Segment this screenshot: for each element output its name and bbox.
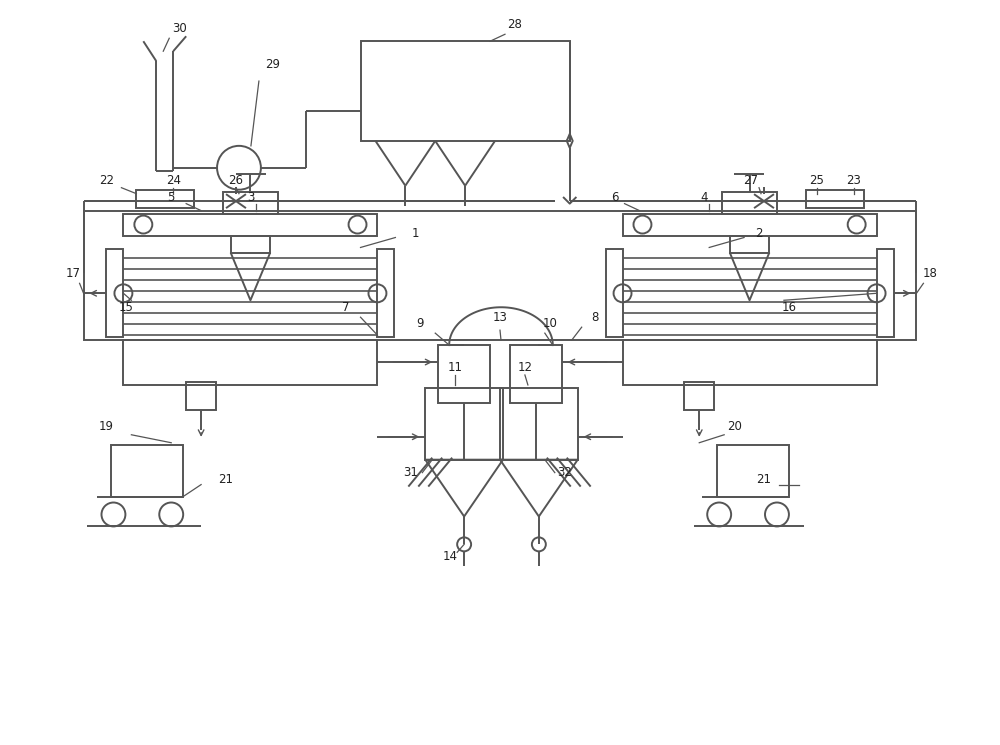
Text: 7: 7 [342,301,349,314]
Bar [231,235,270,253]
Text: 23: 23 [846,174,861,187]
Bar [623,340,877,385]
Bar [361,41,570,141]
Text: 13: 13 [493,311,507,324]
Text: 32: 32 [557,466,572,479]
Text: 9: 9 [417,317,424,330]
Bar [377,250,394,337]
Text: 27: 27 [744,174,759,187]
Text: 16: 16 [781,301,796,314]
Bar [84,211,916,340]
Text: 4: 4 [700,191,708,204]
Text: 12: 12 [517,361,532,373]
Bar [623,214,877,235]
Bar [606,250,623,337]
Text: 26: 26 [228,174,243,187]
Text: 17: 17 [66,267,81,280]
Text: 21: 21 [219,473,234,486]
Text: 20: 20 [727,420,742,434]
Bar [223,191,278,214]
Bar [438,345,490,403]
Bar [722,191,777,214]
Bar [425,388,503,460]
Text: 3: 3 [247,191,255,204]
Text: 25: 25 [809,174,824,187]
Text: 10: 10 [542,317,557,330]
Text: 28: 28 [508,18,522,31]
Text: 5: 5 [168,191,175,204]
Bar [123,214,377,235]
Bar [111,445,183,496]
Text: 31: 31 [403,466,418,479]
Text: 24: 24 [166,174,181,187]
Bar [136,190,194,208]
Bar [877,250,894,337]
Bar [806,190,864,208]
Text: 15: 15 [119,301,134,314]
Bar [717,445,789,496]
Bar [730,235,769,253]
Text: 30: 30 [172,22,187,35]
Text: 1: 1 [412,227,419,240]
Bar [500,388,578,460]
Bar [186,382,216,410]
Text: 18: 18 [923,267,938,280]
Text: 11: 11 [448,361,463,373]
Text: 8: 8 [591,311,598,324]
Bar [123,340,377,385]
Text: 22: 22 [99,174,114,187]
Text: 6: 6 [611,191,618,204]
Bar [106,250,123,337]
Text: 14: 14 [443,550,458,562]
Bar [510,345,562,403]
Text: 29: 29 [265,57,280,71]
Bar [684,382,714,410]
Text: 19: 19 [99,420,114,434]
Text: 21: 21 [757,473,772,486]
Text: 2: 2 [755,227,763,240]
